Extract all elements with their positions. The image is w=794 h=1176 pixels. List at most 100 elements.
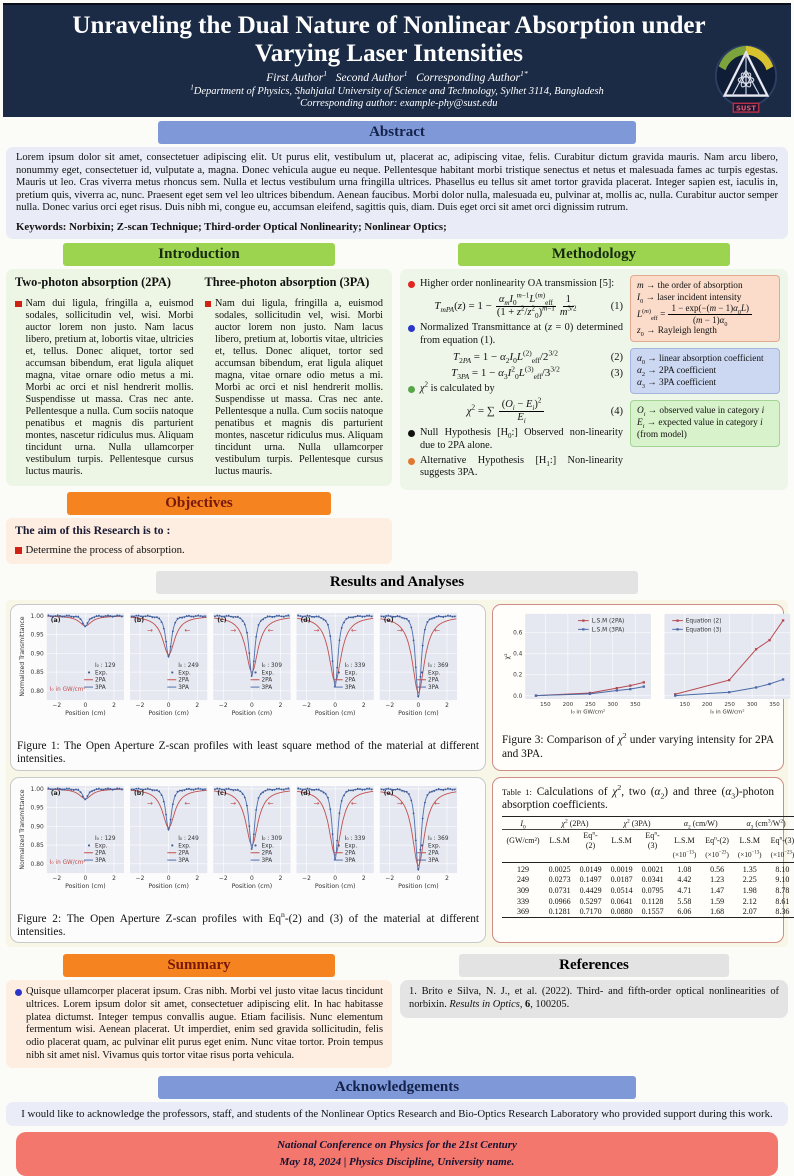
svg-text:250: 250 (585, 702, 596, 708)
svg-text:(c): (c) (217, 617, 227, 624)
svg-text:←: ← (268, 627, 274, 635)
symbol-z0: z0 → Rayleigh length (637, 326, 717, 338)
svg-text:I₀ : 129: I₀ : 129 (95, 663, 116, 669)
eq1-number: (1) (610, 300, 623, 312)
2pa-paragraph: Nam dui ligula, fringilla a, euismod sod… (15, 298, 194, 478)
svg-text:Exp.: Exp. (428, 671, 441, 677)
svg-text:(b): (b) (134, 790, 144, 797)
svg-text:−2: −2 (219, 875, 228, 882)
svg-text:0: 0 (333, 702, 337, 709)
eq4-numerator: (Oi − Ei)2 (498, 397, 545, 412)
eq2-number: (2) (610, 351, 623, 363)
svg-text:2: 2 (279, 702, 283, 709)
blue-dot-icon (408, 325, 415, 333)
objectives-item-text: Determine the process of absorption. (25, 544, 185, 557)
svg-text:−2: −2 (302, 702, 311, 709)
svg-text:0.80: 0.80 (31, 861, 44, 868)
equation-4: χ2 = ∑ (Oi − Ei)2 Ei (4) (408, 397, 623, 425)
poster-title: Unraveling the Dual Nature of Nonlinear … (72, 12, 706, 67)
svg-text:I₀ : 339: I₀ : 339 (345, 836, 366, 842)
conference-footer: National Conference on Physics for the 2… (16, 1132, 778, 1176)
svg-text:L.S.M (2PA): L.S.M (2PA) (592, 619, 625, 625)
svg-text:I₀ in GW/cm²: I₀ in GW/cm² (50, 859, 86, 866)
svg-text:3PA: 3PA (345, 685, 356, 691)
svg-text:2: 2 (445, 702, 449, 709)
symbol-alpha0: α0 → linear absorption coefficient (637, 354, 764, 366)
objectives-item: Determine the process of absorption. (15, 544, 383, 557)
eq2-body: T2PA = 1 − α2I0L(2)eff/23/2 (453, 348, 558, 366)
svg-text:1.00: 1.00 (31, 786, 44, 793)
svg-text:250: 250 (724, 702, 735, 708)
svg-text:2PA: 2PA (261, 678, 272, 684)
abstract-heading: Abstract (158, 121, 636, 144)
poster: Unraveling the Dual Nature of Nonlinear … (3, 3, 794, 1176)
svg-text:Normalized Transmittance: Normalized Transmittance (19, 789, 26, 869)
svg-text:0: 0 (250, 702, 254, 709)
svg-text:−2: −2 (385, 702, 394, 709)
methodology-column: Methodology Higher order nonlinearity OA… (400, 242, 788, 490)
references-column: References 1. Brito e Silva, N. J., et a… (400, 954, 788, 1018)
conference-date: May 18, 2024 | Physics Discipline, Unive… (279, 1155, 515, 1168)
symbol-leff: L(m)eff = 1 − exp(−(m − 1)α0L) (m − 1)α0 (637, 303, 773, 327)
symbol-alpha3: α3 → 3PA coefficient (637, 378, 717, 391)
svg-text:2: 2 (195, 875, 199, 882)
svg-text:−2: −2 (302, 875, 311, 882)
svg-text:←: ← (351, 799, 357, 807)
svg-text:2PA: 2PA (95, 678, 106, 684)
3pa-subheading: Three-photon absorption (3PA) (204, 274, 370, 289)
figure-1-box: Normalized Transmittance 1.00 0.95 0.90 0.85… (10, 604, 486, 771)
svg-text:0.4: 0.4 (513, 652, 523, 658)
eq4-number: (4) (610, 405, 623, 417)
svg-text:Exp.: Exp. (261, 843, 274, 849)
figure-3-box: χ² 0.0 0.2 0.4 0.6 L.S.M (2PA) L.S.M (3PA) 150 2… (492, 604, 791, 771)
methodology-bullet-3: χ2 is calculated by (408, 381, 623, 395)
svg-text:0.0: 0.0 (513, 694, 523, 700)
svg-text:2: 2 (362, 702, 366, 709)
svg-text:2PA: 2PA (428, 850, 439, 856)
objectives-lead: The aim of this Research is to : (15, 523, 171, 538)
svg-text:−2: −2 (52, 702, 61, 709)
references-heading: References (459, 954, 729, 978)
svg-text:I₀ : 129: I₀ : 129 (95, 836, 116, 842)
svg-text:−2: −2 (52, 875, 61, 882)
abstract-text: Lorem ipsum dolor sit amet, consectetuer… (16, 152, 778, 214)
svg-text:−2: −2 (136, 875, 145, 882)
svg-text:(e): (e) (384, 617, 394, 624)
svg-text:I₀ : 309: I₀ : 309 (261, 836, 282, 842)
results-row-2: Normalized Transmittance 1.00 0.95 0.90 0.85… (10, 776, 794, 944)
results-row-1: Normalized Transmittance 1.00 0.95 0.90 0.85… (10, 604, 791, 771)
methodology-equations: Higher order nonlinearity OA transmissio… (408, 275, 623, 483)
logo-text: SUST (736, 105, 756, 113)
svg-text:0: 0 (333, 875, 337, 882)
svg-text:2PA: 2PA (428, 678, 439, 684)
svg-text:Exp.: Exp. (178, 843, 191, 849)
svg-text:→: → (314, 627, 320, 635)
table-row: 129 0.0025 0.0149 0.0019 0.0021 1.08 0.56 1.35 8… (517, 864, 790, 874)
acknowledgements-box: I would like to acknowledge the professo… (6, 1102, 788, 1127)
svg-text:χ²: χ² (504, 653, 511, 660)
svg-text:200: 200 (563, 702, 574, 708)
svg-text:Exp.: Exp. (95, 671, 108, 677)
methodology-bullet-5: Alternative Hypothesis [H1:] Non-lineari… (408, 455, 623, 480)
svg-text:Exp.: Exp. (345, 671, 358, 677)
svg-text:Position (cm): Position (cm) (315, 883, 356, 890)
svg-text:150: 150 (679, 702, 690, 708)
svg-text:3PA: 3PA (261, 685, 272, 691)
eq3-body: T3PA = 1 − α3I20L(3)eff/33/2 (451, 364, 560, 382)
methodology-box: Higher order nonlinearity OA transmissio… (400, 268, 788, 490)
green-dot-icon (408, 386, 415, 394)
figure-1-caption: Figure 1: The Open Aperture Z-scan profi… (17, 740, 479, 766)
svg-text:0: 0 (250, 875, 254, 882)
affiliation-line: 1Department of Physics, Shahjalal Univer… (190, 83, 604, 97)
svg-text:←: ← (184, 799, 190, 807)
table-row: 369 0.1281 0.7170 0.0880 0.1557 6.06 1.68 2.07 8… (517, 907, 790, 917)
figure-3-caption: Figure 3: Comparison of χ2 under varying… (502, 731, 774, 760)
intro-methodology-band: Introduction Two-photon absorption (2PA)… (6, 242, 788, 565)
svg-text:←: ← (351, 627, 357, 635)
black-dot-icon (408, 430, 415, 438)
table-row: 309 0.0731 0.4429 0.0514 0.0795 4.71 1.47 1.98 8… (517, 885, 790, 895)
svg-text:0: 0 (417, 702, 421, 709)
svg-text:(a): (a) (51, 617, 61, 624)
introduction-heading: Introduction (63, 242, 335, 266)
svg-text:Position (cm): Position (cm) (315, 710, 356, 717)
